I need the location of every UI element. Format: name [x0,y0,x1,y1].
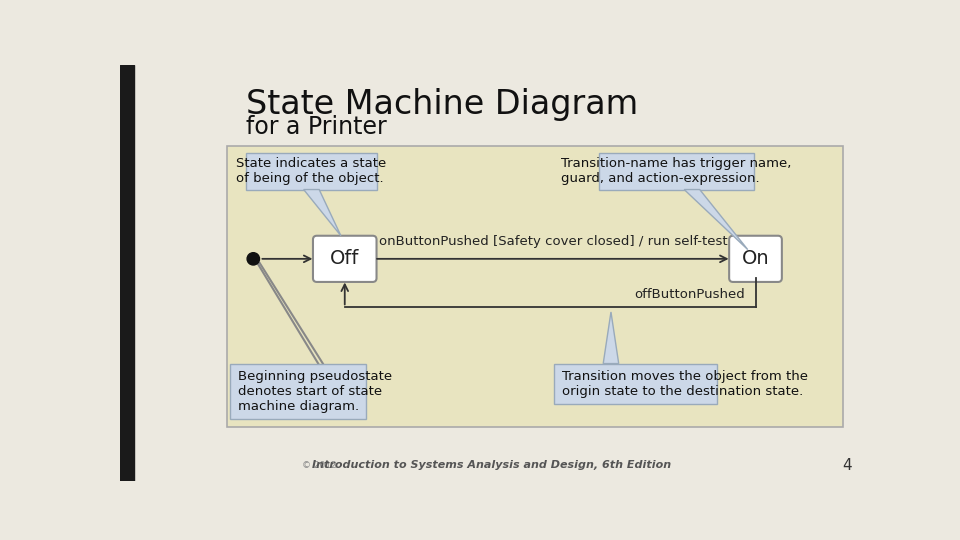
FancyBboxPatch shape [599,153,754,190]
Text: Transition moves the object from the
origin state to the destination state.: Transition moves the object from the ori… [562,369,807,397]
Text: Introduction to Systems Analysis and Design, 6th Edition: Introduction to Systems Analysis and Des… [312,460,672,470]
Text: Off: Off [330,249,359,268]
Text: State Machine Diagram: State Machine Diagram [246,88,637,121]
Text: © 2012: © 2012 [302,461,337,470]
Text: On: On [742,249,769,268]
Text: Transition-name has trigger name,
guard, and action-expression.: Transition-name has trigger name, guard,… [562,157,792,185]
FancyBboxPatch shape [230,363,366,419]
Text: State indicates a state
of being of the object.: State indicates a state of being of the … [236,157,387,185]
Text: onButtonPushed [Safety cover closed] / run self-test: onButtonPushed [Safety cover closed] / r… [378,235,727,248]
Text: offButtonPushed: offButtonPushed [635,288,745,301]
FancyBboxPatch shape [246,153,377,190]
FancyBboxPatch shape [227,146,843,427]
Polygon shape [603,312,618,363]
FancyBboxPatch shape [554,363,717,403]
Text: Beginning pseudostate
denotes start of state
machine diagram.: Beginning pseudostate denotes start of s… [238,370,392,413]
Polygon shape [303,190,341,236]
Text: for a Printer: for a Printer [246,115,386,139]
FancyBboxPatch shape [313,236,376,282]
Text: 4: 4 [842,458,852,472]
Polygon shape [684,190,748,249]
Circle shape [247,253,259,265]
FancyBboxPatch shape [730,236,781,282]
Bar [120,65,134,481]
